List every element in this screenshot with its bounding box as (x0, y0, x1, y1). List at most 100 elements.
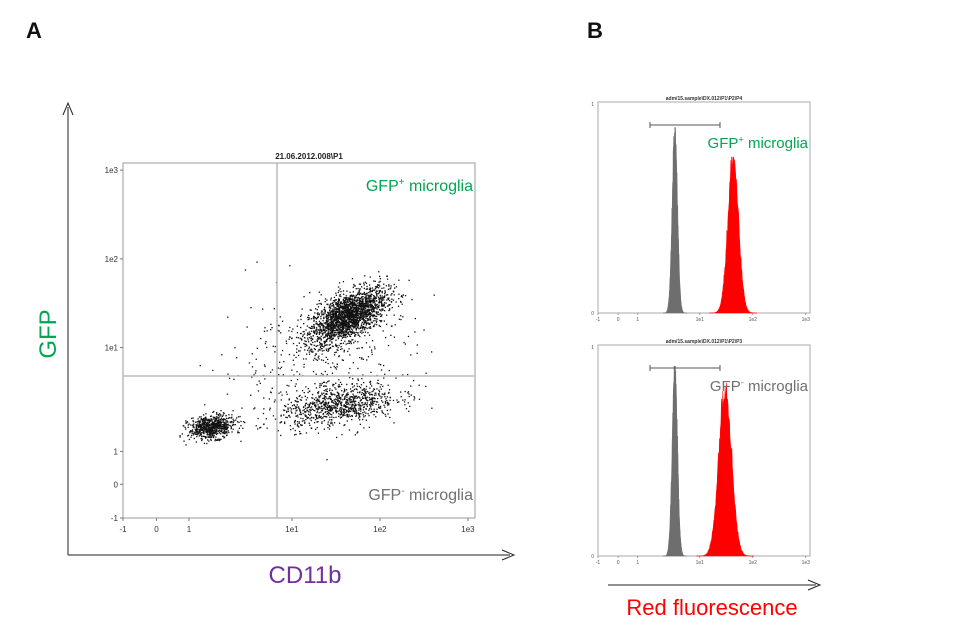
scatter-point (214, 417, 216, 419)
scatter-point (376, 313, 378, 315)
scatter-point (336, 403, 338, 405)
scatter-point (205, 428, 207, 430)
scatter-point (319, 386, 321, 388)
scatter-point (345, 333, 347, 335)
scatter-point (382, 412, 384, 414)
scatter-point (305, 403, 307, 405)
scatter-point (352, 317, 354, 319)
scatter-point (376, 290, 378, 292)
scatter-point (289, 425, 291, 427)
scatter-point (376, 295, 378, 297)
scatter-point (352, 362, 354, 364)
scatter-point (352, 410, 354, 413)
scatter-point (368, 426, 370, 428)
scatter-point (333, 296, 336, 299)
scatter-point (361, 306, 363, 308)
scatter-point (313, 317, 315, 319)
scatter-point (381, 393, 383, 395)
scatter-point (336, 316, 338, 319)
scatter-point (391, 325, 393, 327)
scatter-point (340, 342, 342, 345)
scatter-point (374, 320, 376, 322)
scatter-point (255, 425, 257, 427)
scatter-point (304, 415, 307, 417)
scatter-point (221, 415, 223, 417)
scatter-point (332, 424, 334, 426)
scatter-point (336, 305, 339, 307)
scatter-point (198, 425, 200, 427)
scatter-point (375, 304, 378, 306)
scatter-point (377, 296, 380, 298)
scatter-point (308, 351, 310, 353)
scatter-point (331, 422, 333, 424)
scatter-point (338, 344, 340, 347)
scatter-point (347, 324, 349, 326)
scatter-point (360, 302, 362, 304)
scatter-point (319, 322, 321, 324)
scatter-point (343, 409, 345, 412)
scatter-point (315, 333, 318, 335)
scatter-point (360, 358, 363, 360)
scatter-point (303, 296, 305, 298)
scatter-point (343, 424, 345, 427)
scatter-point (295, 415, 297, 417)
scatter-point (333, 330, 336, 332)
scatter-point (351, 299, 353, 301)
scatter-point (370, 296, 372, 298)
scatter-point (348, 317, 350, 319)
scatter-point (206, 427, 208, 429)
scatter-point (347, 342, 349, 345)
scatter-point (352, 309, 354, 311)
scatter-point (347, 328, 350, 330)
scatter-point (369, 313, 371, 316)
scatter-point (218, 432, 221, 434)
scatter-point (379, 294, 381, 297)
scatter-point (339, 306, 341, 309)
scatter-point (349, 308, 351, 310)
scatter-point (320, 372, 323, 375)
scatter-point (308, 404, 310, 407)
scatter-point (379, 407, 382, 409)
scatter-point (368, 298, 370, 300)
scatter-point (274, 418, 277, 420)
scatter-point (303, 420, 305, 422)
scatter-point (381, 400, 383, 402)
scatter-point (377, 292, 380, 295)
scatter-point (323, 314, 325, 316)
scatter-point (341, 312, 343, 314)
scatter-point (318, 412, 320, 414)
scatter-point (232, 421, 234, 424)
scatter-point (311, 325, 313, 328)
scatter-point (369, 313, 371, 315)
scatter-point (342, 298, 345, 301)
scatter-point (370, 291, 372, 293)
scatter-point (341, 434, 343, 436)
scatter-point (319, 326, 321, 328)
scatter-point (375, 290, 377, 292)
scatter-point (344, 297, 346, 299)
scatter-point (305, 358, 307, 360)
scatter-point (272, 345, 274, 347)
scatter-point (299, 433, 301, 435)
scatter-point (331, 311, 334, 313)
scatter-point (316, 411, 318, 414)
scatter-point (329, 306, 331, 308)
scatter-point (357, 304, 359, 306)
scatter-point (312, 409, 315, 411)
scatter-point (212, 428, 214, 430)
scatter-point (340, 310, 342, 312)
scatter-point (353, 405, 355, 407)
scatter-point (317, 408, 319, 410)
scatter-point (368, 291, 370, 294)
scatter-point (380, 384, 382, 386)
scatter-point (413, 379, 415, 382)
scatter-point (359, 423, 361, 425)
scatter-point (363, 406, 365, 408)
scatter-point (348, 340, 350, 342)
y-tick-label: 0 (591, 311, 594, 317)
scatter-point (363, 305, 365, 308)
scatter-point (315, 405, 317, 407)
scatter-point (378, 290, 380, 292)
scatter-point (210, 429, 212, 431)
scatter-point (371, 391, 373, 393)
